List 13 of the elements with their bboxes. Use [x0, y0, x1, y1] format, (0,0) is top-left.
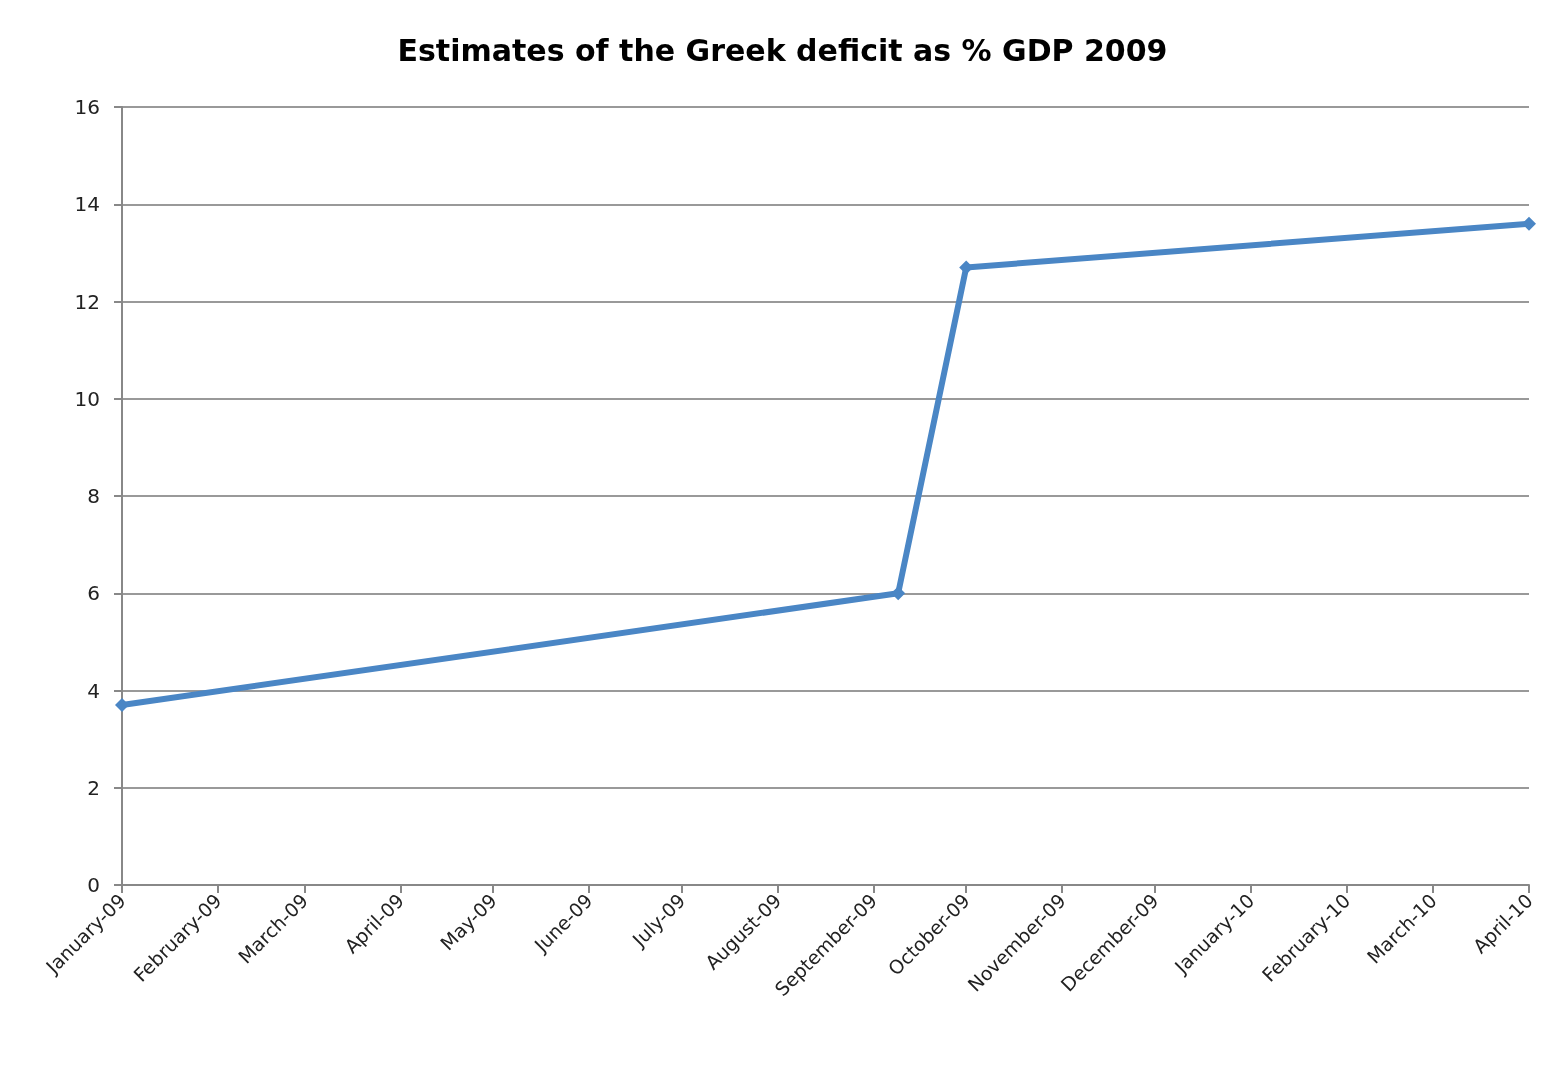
- point: [115, 698, 129, 713]
- y-tick-label: 8: [87, 484, 100, 508]
- y-tick-label: 4: [87, 678, 100, 703]
- point: [891, 586, 906, 601]
- y-tick-label: 12: [74, 289, 100, 314]
- y-tick-label: 6: [87, 581, 100, 606]
- chart-title: Estimates of the Greek deficit as % GDP 2009: [397, 32, 1168, 68]
- y-tick-label: 14: [74, 192, 100, 217]
- y-tick-label: 0: [87, 873, 100, 897]
- point: [1522, 216, 1536, 231]
- y-tick-label: 2: [87, 775, 100, 800]
- y-tick-label: 10: [74, 386, 100, 411]
- y-tick-label: 16: [74, 95, 100, 119]
